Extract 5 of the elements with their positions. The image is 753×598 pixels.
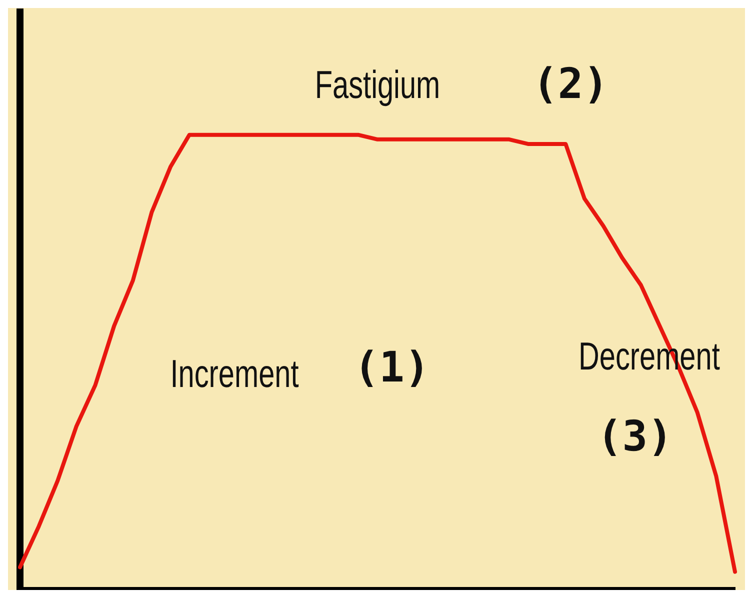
annotation: (1) bbox=[354, 342, 430, 392]
annotation: (3) bbox=[596, 412, 673, 461]
text: Fastigium bbox=[314, 64, 440, 108]
annotation: Increment bbox=[170, 352, 300, 396]
text: (2) bbox=[532, 59, 608, 108]
